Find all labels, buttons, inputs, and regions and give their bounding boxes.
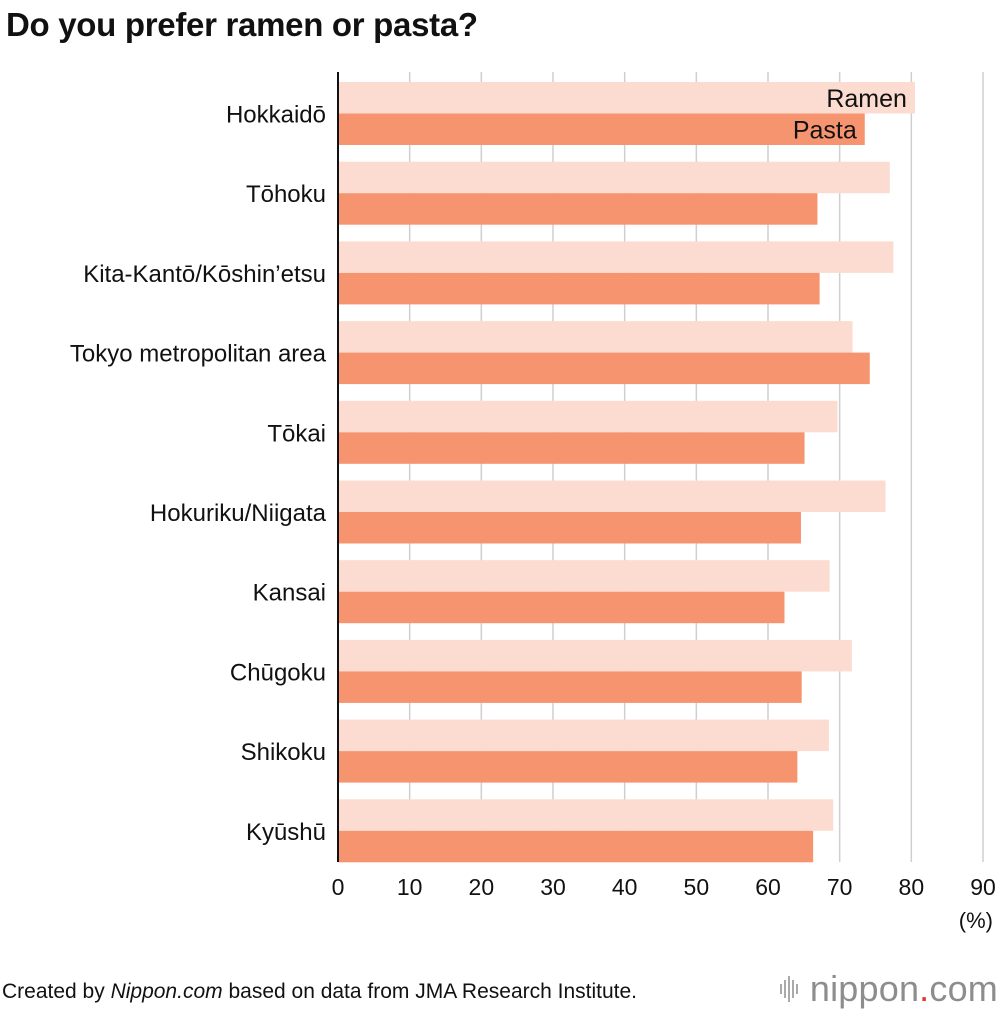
category-label: Hokuriku/Niigata	[150, 500, 327, 527]
source-note-prefix: Created by	[2, 980, 111, 1003]
x-tick-label: 10	[397, 874, 423, 900]
bar-ramen	[338, 321, 853, 353]
category-label: Hokkaidō	[226, 102, 326, 129]
x-tick-label: 20	[469, 874, 495, 900]
source-note-suffix: based on data from JMA Research Institut…	[222, 980, 638, 1003]
x-tick-label: 80	[899, 874, 925, 900]
bar-pasta	[338, 751, 798, 783]
bar-chart: Hokkaidō Tōhoku Kita-Kantō/Kōshin’etsu Toky…	[70, 72, 996, 933]
nippon-logo: nippon. com	[779, 968, 998, 1010]
category-label: Tōhoku	[246, 181, 326, 208]
bar-pasta	[338, 113, 865, 145]
x-axis-unit: (%)	[959, 908, 993, 933]
bar-pasta	[338, 432, 805, 464]
category-label: Chūgoku	[230, 659, 326, 686]
logo-dot: .	[919, 968, 930, 1009]
bar-ramen	[338, 480, 886, 512]
x-tick-label: 60	[755, 874, 781, 900]
bar-pasta	[338, 352, 870, 385]
category-label: Shikoku	[241, 739, 326, 766]
bar-pasta	[338, 591, 785, 624]
x-tick-label: 30	[540, 874, 566, 900]
category-label: Tokyo metropolitan area	[70, 341, 327, 368]
bar-ramen	[338, 639, 852, 672]
bar-pasta	[338, 512, 801, 544]
logo-name: nippon	[809, 968, 920, 1009]
bar-ramen	[338, 241, 894, 273]
x-tick-label: 40	[612, 874, 638, 900]
sound-bars-icon	[779, 976, 798, 1002]
bar-pasta	[338, 830, 814, 863]
bar-ramen	[338, 161, 890, 194]
bar-ramen	[338, 82, 915, 114]
x-tick-label: 70	[827, 874, 853, 900]
category-label: Kyūshū	[246, 819, 326, 846]
bar-ramen	[338, 560, 830, 592]
series-label: Ramen	[826, 85, 907, 113]
bar-pasta	[338, 193, 818, 225]
category-label: Kita-Kantō/Kōshin’etsu	[83, 261, 326, 288]
bar-ramen	[338, 799, 834, 831]
source-name: Nippon.com	[110, 980, 223, 1003]
logo-tld: com	[929, 968, 998, 1009]
chart-title: Do you prefer ramen or pasta?	[6, 6, 478, 43]
bar-pasta	[338, 272, 820, 305]
bar-pasta	[338, 671, 802, 703]
bar-ramen	[338, 719, 829, 752]
bar-ramen	[338, 400, 838, 433]
category-label: Kansai	[253, 580, 326, 607]
source-note: Created by Nippon.com based on data from…	[2, 980, 637, 1004]
series-label: Pasta	[793, 116, 857, 144]
x-tick-label: 90	[970, 874, 996, 900]
x-tick-label: 50	[684, 874, 710, 900]
category-label: Tōkai	[267, 420, 326, 447]
x-tick-label: 0	[332, 874, 345, 900]
